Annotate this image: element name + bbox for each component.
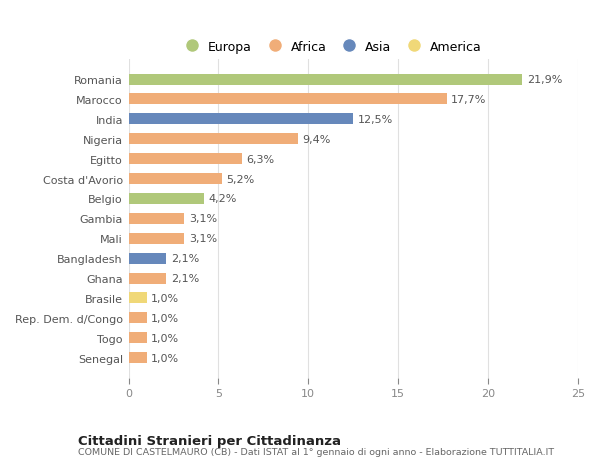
Text: 3,1%: 3,1% [189,234,217,244]
Bar [128,174,222,185]
Text: Cittadini Stranieri per Cittadinanza: Cittadini Stranieri per Cittadinanza [78,434,341,447]
Bar [128,273,166,284]
Bar [128,233,184,244]
Text: 1,0%: 1,0% [151,353,179,363]
Text: 2,1%: 2,1% [171,253,199,263]
Legend: Europa, Africa, Asia, America: Europa, Africa, Asia, America [179,41,482,54]
Bar [128,114,353,125]
Text: 2,1%: 2,1% [171,274,199,283]
Bar [128,313,146,324]
Bar [128,353,146,364]
Bar [128,154,242,165]
Text: 3,1%: 3,1% [189,214,217,224]
Bar [128,213,184,224]
Bar [128,194,204,204]
Bar [128,134,298,145]
Text: 12,5%: 12,5% [358,115,393,124]
Bar [128,332,146,343]
Text: 21,9%: 21,9% [527,75,562,85]
Bar [128,74,522,85]
Text: 4,2%: 4,2% [209,194,237,204]
Text: 1,0%: 1,0% [151,313,179,323]
Bar [128,94,447,105]
Bar [128,293,146,304]
Text: 1,0%: 1,0% [151,293,179,303]
Text: 6,3%: 6,3% [246,154,274,164]
Text: 9,4%: 9,4% [302,134,331,145]
Text: 17,7%: 17,7% [451,95,487,105]
Bar [128,253,166,264]
Text: COMUNE DI CASTELMAURO (CB) - Dati ISTAT al 1° gennaio di ogni anno - Elaborazion: COMUNE DI CASTELMAURO (CB) - Dati ISTAT … [78,448,554,457]
Text: 5,2%: 5,2% [227,174,255,184]
Text: 1,0%: 1,0% [151,333,179,343]
